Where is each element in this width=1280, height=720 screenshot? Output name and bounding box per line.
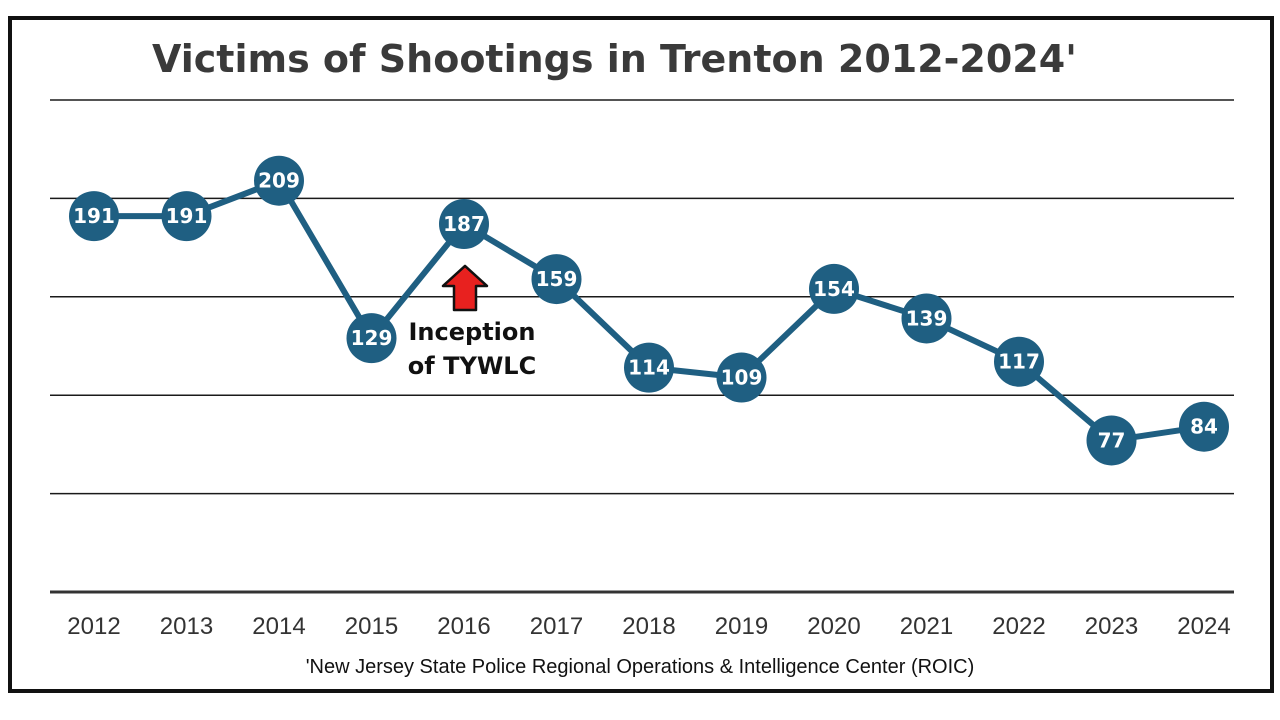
annotation-line-1: Inception [409,318,536,346]
data-point-2023: 77 [1086,415,1137,466]
data-point-2013: 191 [161,191,212,242]
x-tick-label-2023: 2023 [1085,613,1138,640]
data-marker [624,342,674,393]
annotation-line-2: of TYWLC [408,352,536,380]
line-chart: Victims of Shootings in Trenton 2012-202… [50,37,1234,678]
data-point-2017: 159 [531,254,582,305]
data-marker [161,191,212,242]
data-label: 154 [813,277,855,301]
data-marker [439,198,489,249]
x-tick-label-2024: 2024 [1177,613,1230,640]
data-marker [69,191,119,242]
data-marker [531,254,582,305]
data-label: 117 [998,350,1040,374]
source-note: 'New Jersey State Police Regional Operat… [306,656,975,678]
data-points: 191 191 209 129 187 159 114 109 154 139 117 77 84 [69,155,1229,466]
gridlines [50,99,1234,495]
x-axis-tick-labels: 2012 2013 2014 2015 2016 2017 2018 2019 2020 2021… [67,613,1230,640]
x-tick-label-2013: 2013 [160,613,213,640]
x-tick-label-2014: 2014 [252,613,305,640]
data-label: 191 [73,204,115,228]
annotation-arrow-icon [441,264,489,312]
x-tick-label-2022: 2022 [992,613,1045,640]
data-point-2012: 191 [69,191,119,242]
data-marker [994,336,1044,387]
data-label: 191 [166,204,208,228]
data-marker [254,155,304,206]
x-tick-label-2012: 2012 [67,613,120,640]
data-marker [1086,415,1137,466]
data-point-2020: 154 [809,263,859,314]
data-point-2015: 129 [346,313,397,364]
data-label: 139 [906,306,948,330]
chart-title: Victims of Shootings in Trenton 2012-202… [152,37,1077,81]
data-point-2019: 109 [716,352,767,403]
data-label: 209 [258,169,300,193]
x-tick-label-2017: 2017 [530,613,583,640]
x-tick-label-2021: 2021 [900,613,953,640]
data-label: 187 [443,212,485,236]
data-label: 114 [628,356,670,380]
data-point-2024: 84 [1179,401,1229,452]
data-marker [901,293,952,344]
x-tick-label-2016: 2016 [437,613,490,640]
data-label: 109 [721,365,763,389]
data-point-2022: 117 [994,336,1044,387]
data-label: 84 [1190,415,1218,439]
x-tick-label-2015: 2015 [345,613,398,640]
data-marker [1179,401,1229,452]
x-tick-label-2019: 2019 [715,613,768,640]
data-marker [346,313,397,364]
x-tick-label-2020: 2020 [807,613,860,640]
data-marker [716,352,767,403]
x-tick-label-2018: 2018 [622,613,675,640]
data-point-2018: 114 [624,342,674,393]
data-point-2021: 139 [901,293,952,344]
chart-frame: Victims of Shootings in Trenton 2012-202… [8,16,1274,693]
series-line [94,177,1205,444]
data-point-2014: 209 [254,155,304,206]
data-label: 77 [1098,428,1126,452]
data-point-2016: 187 [439,198,489,249]
data-label: 159 [536,267,578,291]
data-marker [809,263,859,314]
data-label: 129 [351,326,393,350]
annotation: Inception of TYWLC [408,264,536,380]
